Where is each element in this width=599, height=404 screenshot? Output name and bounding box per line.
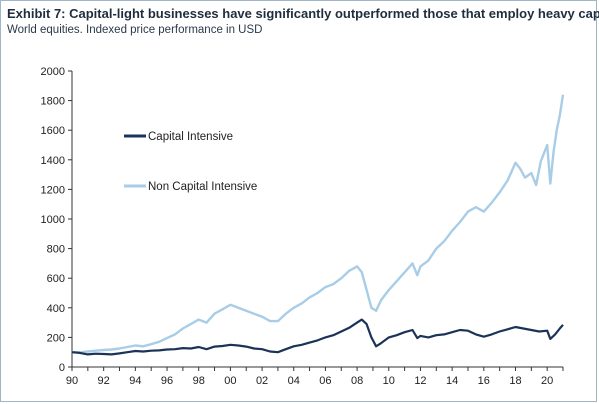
chart-title: Exhibit 7: Capital-light businesses have… [7, 6, 599, 21]
y-tick-label: 200 [47, 332, 65, 344]
x-tick-label: 94 [129, 375, 141, 387]
x-tick-label: 96 [161, 375, 173, 387]
x-tick-label: 90 [66, 375, 78, 387]
x-tick-label: 18 [509, 375, 521, 387]
y-tick-label: 1200 [41, 184, 65, 196]
x-tick-label: 98 [193, 375, 205, 387]
y-tick-label: 0 [59, 362, 65, 374]
y-tick-label: 600 [47, 273, 65, 285]
legend-label-non-capital-intensive: Non Capital Intensive [148, 181, 257, 193]
series-line-capital-intensive [71, 318, 564, 356]
x-tick-label: 20 [541, 375, 553, 387]
y-tick-label: 1800 [41, 96, 65, 108]
legend-label-capital-intensive: Capital Intensive [148, 131, 233, 143]
x-tick-label: 16 [478, 375, 490, 387]
x-tick-label: 92 [98, 375, 110, 387]
y-tick-label: 1000 [41, 214, 65, 226]
y-tick-label: 800 [47, 244, 65, 256]
x-tick-label: 02 [256, 375, 268, 387]
x-tick-label: 00 [224, 375, 236, 387]
y-tick-label: 1600 [41, 125, 65, 137]
x-tick-label: 08 [351, 375, 363, 387]
x-tick-label: 14 [446, 375, 458, 387]
x-tick-label: 12 [414, 375, 426, 387]
y-tick-label: 1400 [41, 155, 65, 167]
y-tick-label: 400 [47, 303, 65, 315]
series-line-non-capital-intensive [71, 94, 565, 354]
legend: Capital Intensive Non Capital Intensive [124, 131, 257, 193]
series-layer [71, 94, 565, 356]
chart-subtitle: World equities. Indexed price performanc… [7, 24, 263, 36]
x-tick-label: 10 [383, 375, 395, 387]
y-axis: 0 200 400 600 800 1000 1200 1400 1600 1800 2000 [41, 66, 73, 374]
x-tick-label: 06 [319, 375, 331, 387]
x-axis: 90 92 94 96 98 00 02 04 06 08 10 12 14 16 18 20 [66, 366, 564, 387]
x-tick-label: 04 [288, 375, 300, 387]
y-tick-label: 2000 [41, 66, 65, 78]
